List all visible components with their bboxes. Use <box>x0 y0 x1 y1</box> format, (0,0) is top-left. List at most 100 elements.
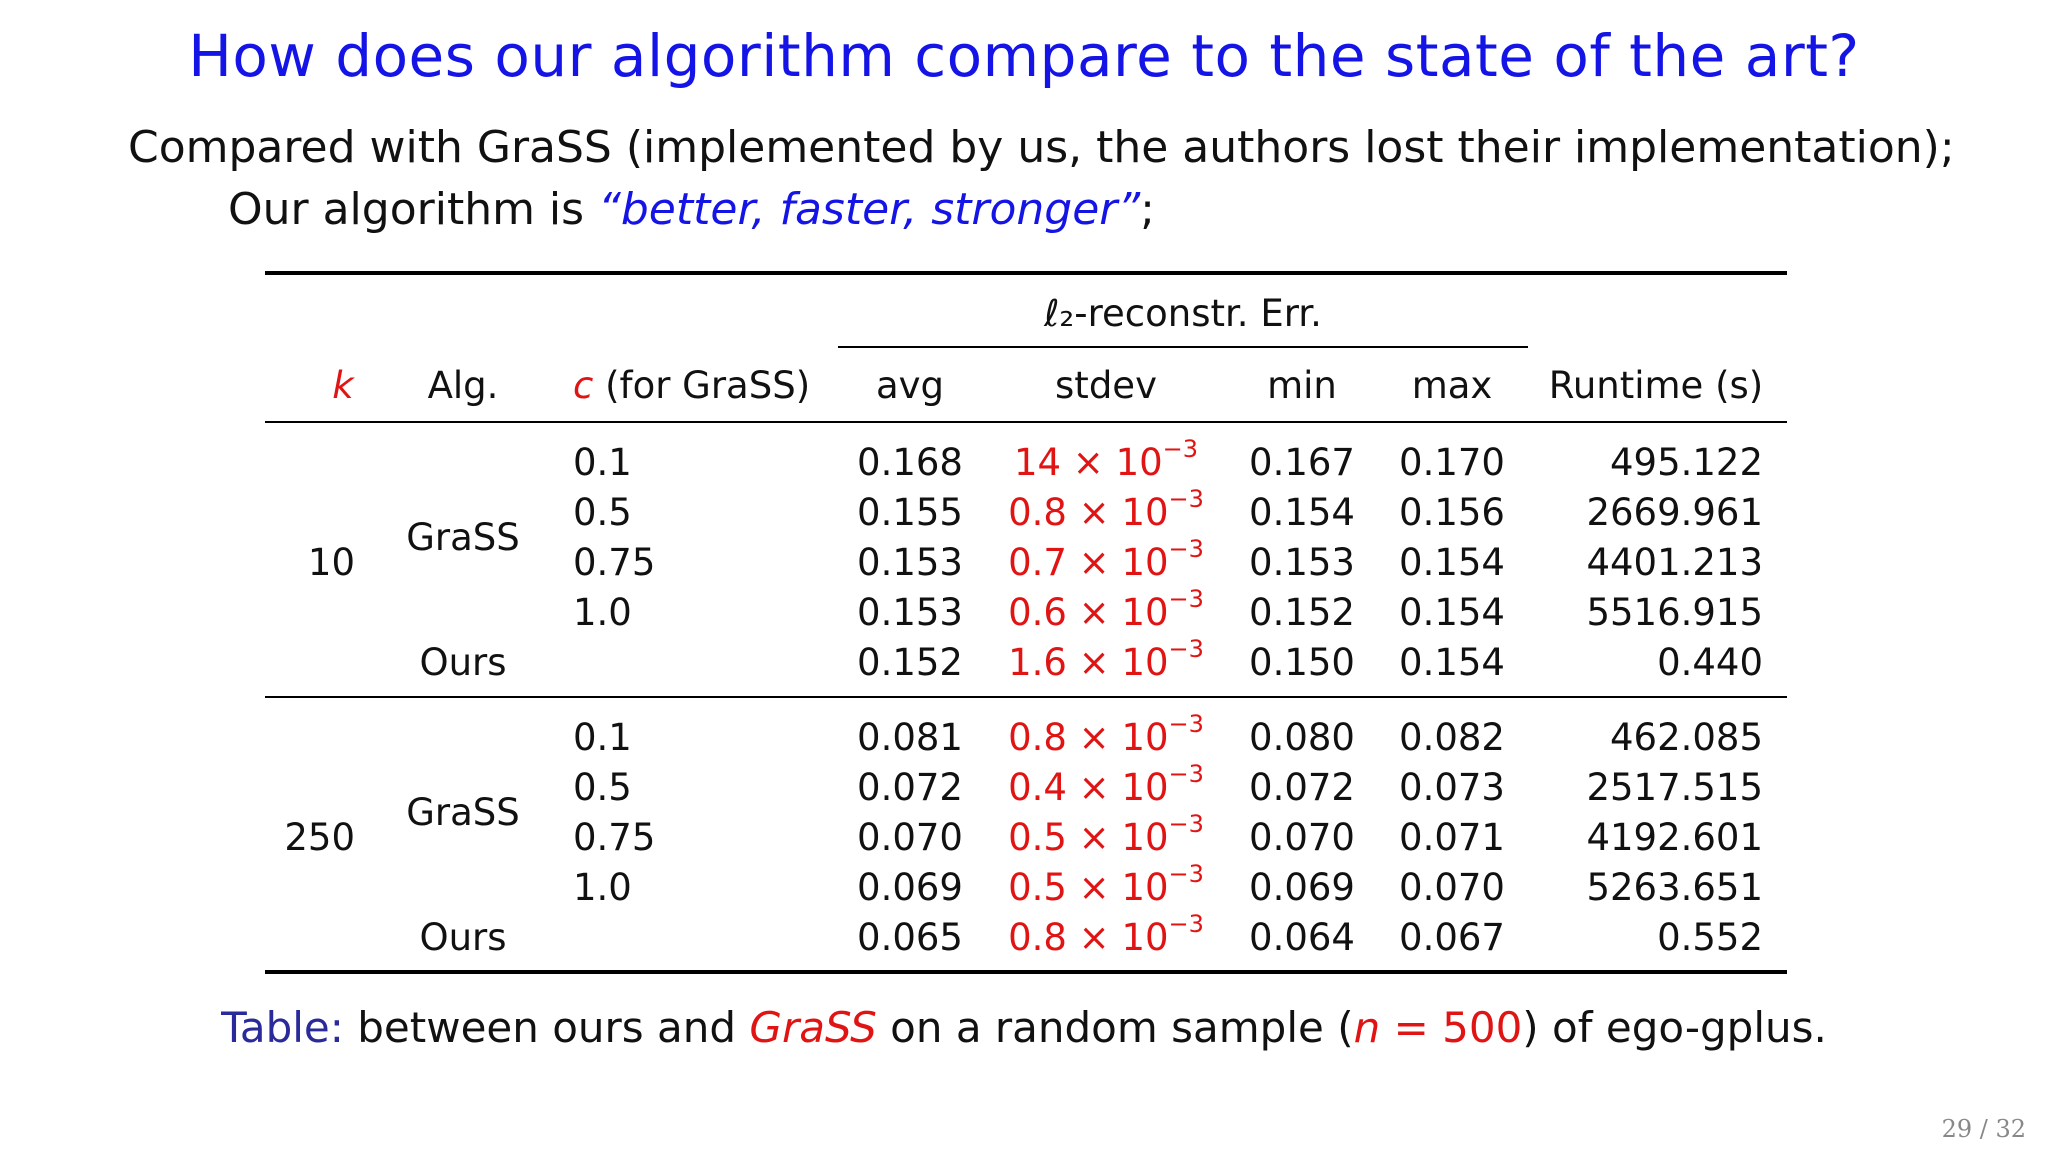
caption-text-3: ) of ego-gplus. <box>1522 1003 1827 1052</box>
stdev-times-ten: × 10 <box>1066 641 1169 684</box>
avg-value: 0.070 <box>857 816 963 859</box>
stdev-exponent: −3 <box>1168 535 1204 563</box>
stdev-exponent: −3 <box>1168 635 1204 663</box>
runtime-value: 4401.213 <box>1586 541 1763 584</box>
avg-value: 0.153 <box>857 541 963 584</box>
runtime-value: 462.085 <box>1609 716 1763 759</box>
stdev-mantissa: 0.8 <box>1008 716 1067 759</box>
c-value: 0.1 <box>573 441 632 484</box>
stdev-exponent: −3 <box>1168 710 1204 738</box>
avg-value: 0.168 <box>857 441 963 484</box>
stdev-exponent: −3 <box>1168 485 1204 513</box>
table-bottom-rule <box>265 970 1787 974</box>
c-value: 1.0 <box>573 866 632 909</box>
avg-value: 0.069 <box>857 866 963 909</box>
min-value: 0.153 <box>1249 541 1355 584</box>
avg-value: 0.152 <box>857 641 963 684</box>
table-header-rule <box>265 421 1787 423</box>
stdev-exponent: −3 <box>1162 435 1199 463</box>
max-value: 0.154 <box>1399 541 1505 584</box>
stdev-times-ten: × 10 <box>1066 591 1169 634</box>
header-c-rest: (for GraSS) <box>593 364 811 407</box>
stdev-exponent: −3 <box>1168 860 1204 888</box>
runtime-value: 4192.601 <box>1586 816 1763 859</box>
stdev-times-ten: × 10 <box>1066 816 1169 859</box>
runtime-value: 0.440 <box>1657 641 1763 684</box>
alg-value: Ours <box>419 641 507 684</box>
table-top-rule <box>265 271 1787 275</box>
stdev-value: 0.4 × 10−3 <box>1008 762 1204 809</box>
caption-n-val: 500 <box>1442 1003 1523 1052</box>
c-value: 0.75 <box>573 816 656 859</box>
intro-line-1: Compared with GraSS (implemented by us, … <box>128 122 1955 173</box>
runtime-value: 495.122 <box>1609 441 1763 484</box>
caption-label: Table: <box>221 1003 344 1052</box>
max-value: 0.170 <box>1399 441 1505 484</box>
stdev-mantissa: 0.4 <box>1008 766 1067 809</box>
runtime-value: 0.552 <box>1657 916 1763 959</box>
table-caption: Table: between ours and GraSS on a rando… <box>0 1003 2048 1052</box>
table-group-rule <box>265 696 1787 698</box>
min-value: 0.069 <box>1249 866 1355 909</box>
stdev-mantissa: 14 <box>1013 441 1062 484</box>
stdev-mantissa: 0.8 <box>1008 916 1067 959</box>
stdev-times-ten: × 10 <box>1066 916 1169 959</box>
c-value: 1.0 <box>573 591 632 634</box>
avg-value: 0.072 <box>857 766 963 809</box>
header-k: k <box>332 364 354 407</box>
max-value: 0.156 <box>1399 491 1505 534</box>
max-value: 0.073 <box>1399 766 1505 809</box>
max-value: 0.154 <box>1399 641 1505 684</box>
stdev-mantissa: 0.7 <box>1008 541 1067 584</box>
c-value: 0.5 <box>573 766 632 809</box>
max-value: 0.067 <box>1399 916 1505 959</box>
stdev-times-ten: × 10 <box>1066 716 1169 759</box>
min-value: 0.070 <box>1249 816 1355 859</box>
stdev-mantissa: 0.6 <box>1008 591 1067 634</box>
stdev-mantissa: 1.6 <box>1008 641 1067 684</box>
stdev-exponent: −3 <box>1168 910 1204 938</box>
stdev-value: 0.8 × 10−3 <box>1008 712 1204 759</box>
caption-n-var: n <box>1353 1003 1381 1052</box>
stdev-times-ten: × 10 <box>1061 441 1163 484</box>
header-c: c (for GraSS) <box>573 367 810 404</box>
stdev-value: 0.8 × 10−3 <box>1008 912 1204 959</box>
min-value: 0.064 <box>1249 916 1355 959</box>
intro-line-2-prefix: Our algorithm is <box>228 184 599 235</box>
caption-text-2: on a random sample ( <box>876 1003 1354 1052</box>
intro-line-2: Our algorithm is “better, faster, strong… <box>228 184 1155 235</box>
stdev-mantissa: 0.5 <box>1008 816 1067 859</box>
avg-value: 0.081 <box>857 716 963 759</box>
min-value: 0.154 <box>1249 491 1355 534</box>
alg-value: Ours <box>419 916 507 959</box>
c-value: 0.75 <box>573 541 656 584</box>
max-value: 0.071 <box>1399 816 1505 859</box>
alg-grass-label: GraSS <box>406 791 520 834</box>
avg-value: 0.155 <box>857 491 963 534</box>
header-avg: avg <box>875 364 945 407</box>
header-alg: Alg. <box>427 364 499 407</box>
page-number: 29 / 32 <box>1941 1115 2026 1143</box>
header-max: max <box>1411 364 1493 407</box>
stdev-mantissa: 0.8 <box>1008 491 1067 534</box>
group-header: ℓ₂-reconstr. Err. <box>1044 292 1322 335</box>
c-value: 0.1 <box>573 716 632 759</box>
k-value: 250 <box>284 816 355 859</box>
header-stdev: stdev <box>1055 364 1157 407</box>
min-value: 0.080 <box>1249 716 1355 759</box>
stdev-times-ten: × 10 <box>1066 491 1169 534</box>
stdev-exponent: −3 <box>1168 585 1204 613</box>
max-value: 0.154 <box>1399 591 1505 634</box>
stdev-value: 0.6 × 10−3 <box>1008 587 1204 634</box>
stdev-value: 0.5 × 10−3 <box>1008 812 1204 859</box>
alg-grass-label: GraSS <box>406 516 520 559</box>
caption-grass: GraSS <box>749 1003 877 1052</box>
avg-value: 0.153 <box>857 591 963 634</box>
stdev-value: 0.5 × 10−3 <box>1008 862 1204 909</box>
header-runtime: Runtime (s) <box>1548 364 1764 407</box>
intro-line-2-suffix: ; <box>1140 184 1155 235</box>
min-value: 0.072 <box>1249 766 1355 809</box>
stdev-value: 0.7 × 10−3 <box>1008 537 1204 584</box>
stdev-mantissa: 0.5 <box>1008 866 1067 909</box>
stdev-times-ten: × 10 <box>1066 541 1169 584</box>
